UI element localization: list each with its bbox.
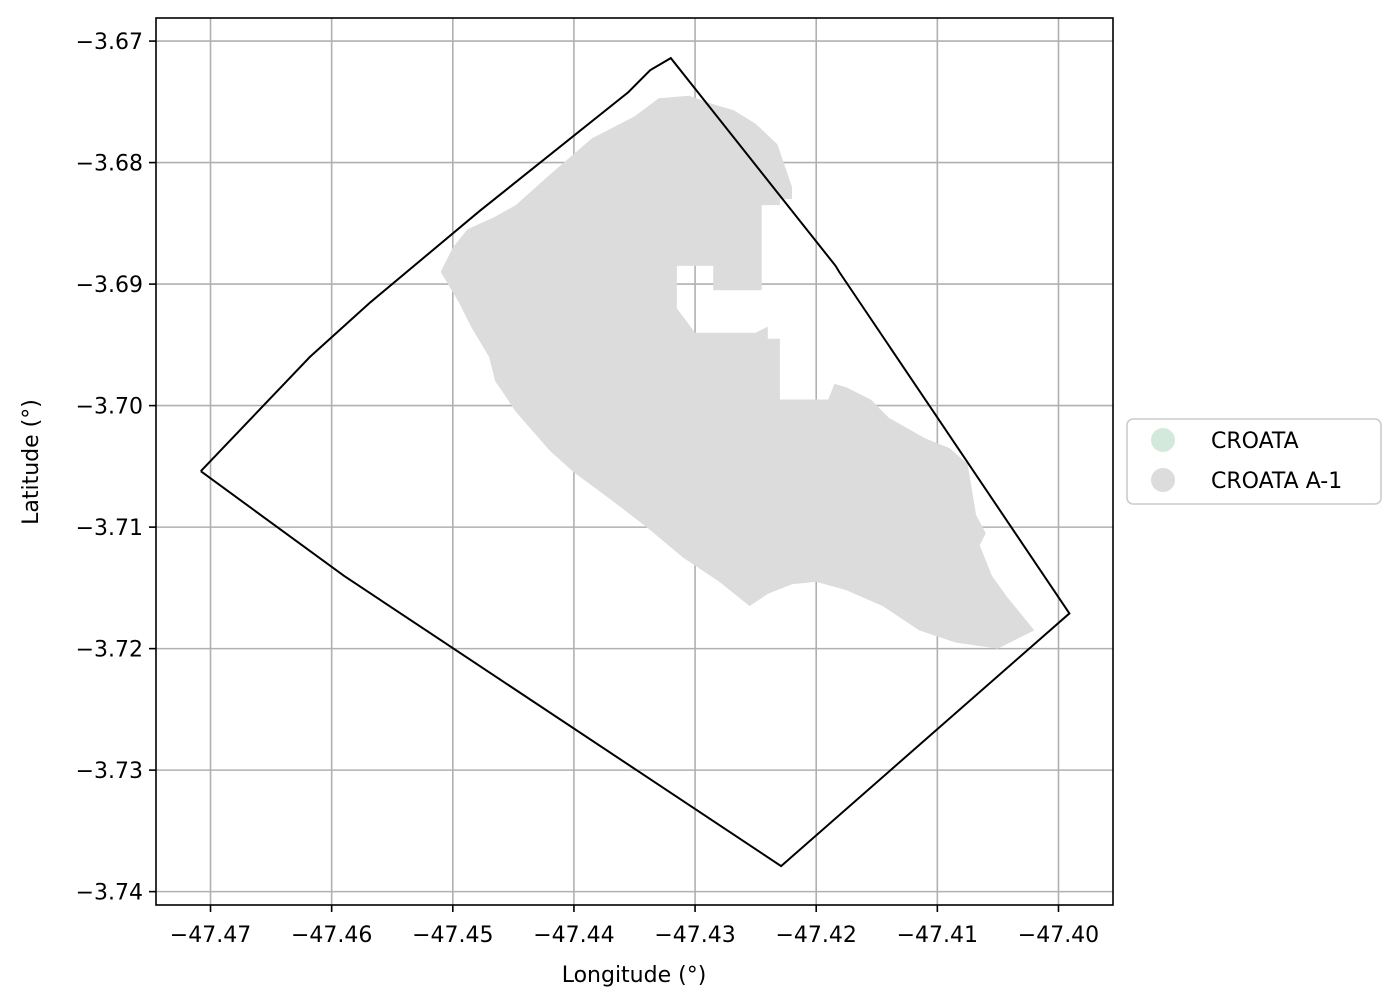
legend-label-croata-a1: CROATA A-1 (1211, 469, 1342, 494)
legend-marker-croata-a1 (1151, 468, 1175, 492)
legend: CROATA CROATA A-1 (1126, 418, 1382, 505)
y-tick-label: −3.68 (76, 152, 143, 177)
x-tick-label: −47.47 (170, 923, 251, 948)
y-tick-label: −3.70 (76, 395, 143, 420)
legend-marker-croata (1151, 428, 1175, 452)
x-tick-label: −47.46 (291, 923, 372, 948)
y-axis-label: Latitude (°) (19, 399, 44, 525)
y-tick-label: −3.74 (76, 881, 143, 906)
y-tick-label: −3.71 (76, 516, 143, 541)
y-tick-label: −3.73 (76, 759, 143, 784)
y-tick-label: −3.69 (76, 273, 143, 298)
legend-label-croata: CROATA (1211, 429, 1299, 454)
y-tick-label: −3.72 (76, 638, 143, 663)
x-tick-label: −47.40 (1018, 923, 1099, 948)
legend-frame (1126, 418, 1382, 505)
x-tick-label: −47.43 (654, 923, 735, 948)
croata-outline (200, 56, 1071, 868)
y-tick-label: −3.67 (76, 30, 143, 55)
x-tick-label: −47.45 (412, 923, 493, 948)
axes-frame (155, 17, 1114, 906)
x-tick-label: −47.44 (533, 923, 614, 948)
croata-a1-region (440, 95, 1035, 649)
axis-ticks: −47.47 −47.46 −47.45 −47.44 −47.43 −47.42 −47.… (76, 30, 1100, 948)
x-tick-label: −47.42 (775, 923, 856, 948)
x-tick-label: −47.41 (897, 923, 978, 948)
x-axis-label: Longitude (°) (562, 963, 707, 988)
